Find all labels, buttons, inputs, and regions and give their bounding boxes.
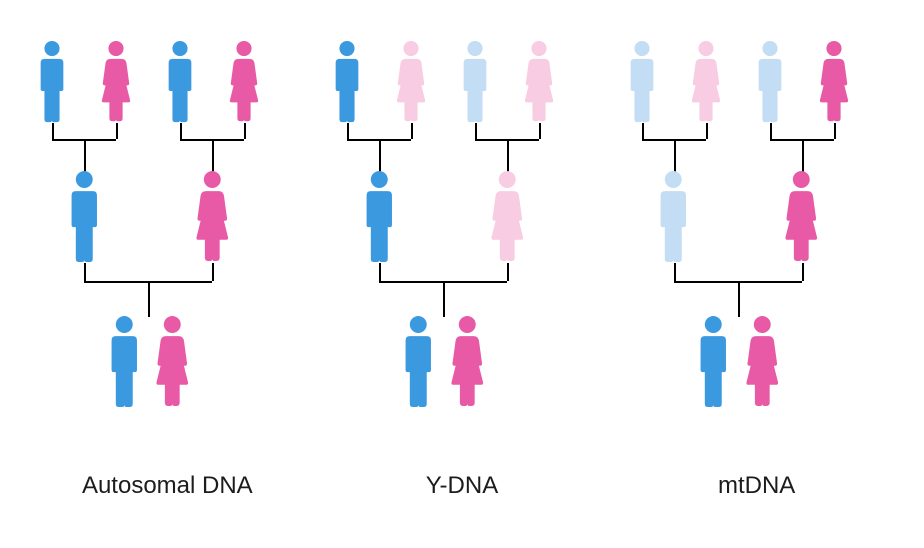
diagram-container: Autosomal DNA Y-DNA [0, 0, 924, 500]
female-person-icon [97, 40, 135, 125]
panel-label-y: Y-DNA [322, 472, 602, 500]
male-person-icon [623, 40, 661, 125]
male-person-icon [33, 40, 71, 125]
female-person-icon [520, 40, 558, 125]
connector-line [116, 123, 118, 139]
connector-line [84, 139, 86, 172]
female-person-icon [392, 40, 430, 125]
male-person-icon [103, 315, 146, 410]
connector-line [244, 123, 246, 139]
panel-y: Y-DNA [322, 40, 602, 500]
connector-line [834, 123, 836, 139]
connector-line [674, 139, 676, 172]
female-person-icon [151, 315, 194, 410]
female-person-icon [780, 170, 823, 265]
connector-line [52, 123, 54, 139]
female-person-icon [815, 40, 853, 125]
male-person-icon [652, 170, 695, 265]
connector-line [180, 123, 182, 139]
female-person-icon [225, 40, 263, 125]
panel-label-mt: mtDNA [617, 472, 897, 500]
connector-line [770, 123, 772, 139]
female-person-icon [191, 170, 234, 265]
connector-line [347, 123, 349, 139]
connector-line [539, 123, 541, 139]
female-person-icon [687, 40, 725, 125]
connector-line [212, 139, 214, 172]
male-person-icon [751, 40, 789, 125]
male-person-icon [161, 40, 199, 125]
connector-line [507, 263, 509, 281]
female-person-icon [486, 170, 529, 265]
panel-autosomal: Autosomal DNA [27, 40, 307, 500]
male-person-icon [692, 315, 735, 410]
connector-line [411, 123, 413, 139]
male-person-icon [456, 40, 494, 125]
connector-line [148, 281, 150, 317]
male-person-icon [358, 170, 401, 265]
connector-line [212, 263, 214, 281]
female-person-icon [446, 315, 489, 410]
connector-line [738, 281, 740, 317]
connector-line [802, 263, 804, 281]
male-person-icon [328, 40, 366, 125]
connector-line [379, 139, 381, 172]
connector-line [674, 263, 676, 281]
panel-mt: mtDNA [617, 40, 897, 500]
connector-line [84, 263, 86, 281]
connector-line [379, 263, 381, 281]
female-person-icon [741, 315, 784, 410]
connector-line [475, 123, 477, 139]
panel-label-autosomal: Autosomal DNA [27, 472, 307, 500]
connector-line [706, 123, 708, 139]
male-person-icon [397, 315, 440, 410]
connector-line [642, 123, 644, 139]
connector-line [802, 139, 804, 172]
male-person-icon [63, 170, 106, 265]
connector-line [443, 281, 445, 317]
connector-line [507, 139, 509, 172]
